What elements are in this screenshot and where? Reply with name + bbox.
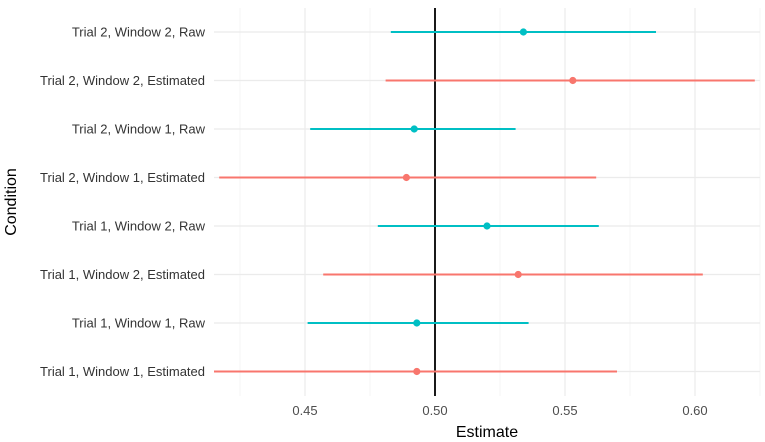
condition-label: Trial 1, Window 2, Estimated (40, 267, 205, 282)
point-raw (410, 125, 418, 133)
point-estimated (413, 367, 421, 376)
condition-label: Trial 2, Window 2, Raw (72, 25, 206, 40)
condition-label: Trial 2, Window 2, Estimated (40, 73, 205, 88)
interval-layer (214, 31, 755, 373)
x-tick-label: 0.60 (682, 403, 707, 418)
x-tick-label: 0.45 (292, 403, 317, 418)
point-raw (519, 28, 528, 36)
condition-label: Trial 1, Window 2, Raw (72, 219, 206, 234)
x-tick-label: 0.55 (552, 403, 577, 418)
point-raw (413, 319, 421, 327)
y-tick-labels: Trial 2, Window 2, Raw Trial 2, Window 2,… (40, 25, 206, 380)
condition-label: Trial 2, Window 1, Estimated (40, 170, 205, 185)
point-estimated (569, 76, 577, 85)
point-estimated (402, 173, 410, 182)
x-axis-title: Estimate (456, 424, 518, 441)
condition-label: Trial 1, Window 1, Raw (72, 316, 206, 331)
x-tick-labels: 0.45 0.50 0.55 0.60 (292, 403, 707, 418)
grid-layer (214, 8, 761, 396)
condition-label: Trial 1, Window 1, Estimated (40, 364, 205, 379)
point-estimated (514, 270, 522, 279)
point-raw (483, 222, 491, 230)
condition-label: Trial 2, Window 1, Raw (72, 122, 206, 137)
x-tick-label: 0.50 (422, 403, 447, 418)
point-layer (402, 28, 577, 376)
y-axis-title: Condition (3, 168, 20, 236)
